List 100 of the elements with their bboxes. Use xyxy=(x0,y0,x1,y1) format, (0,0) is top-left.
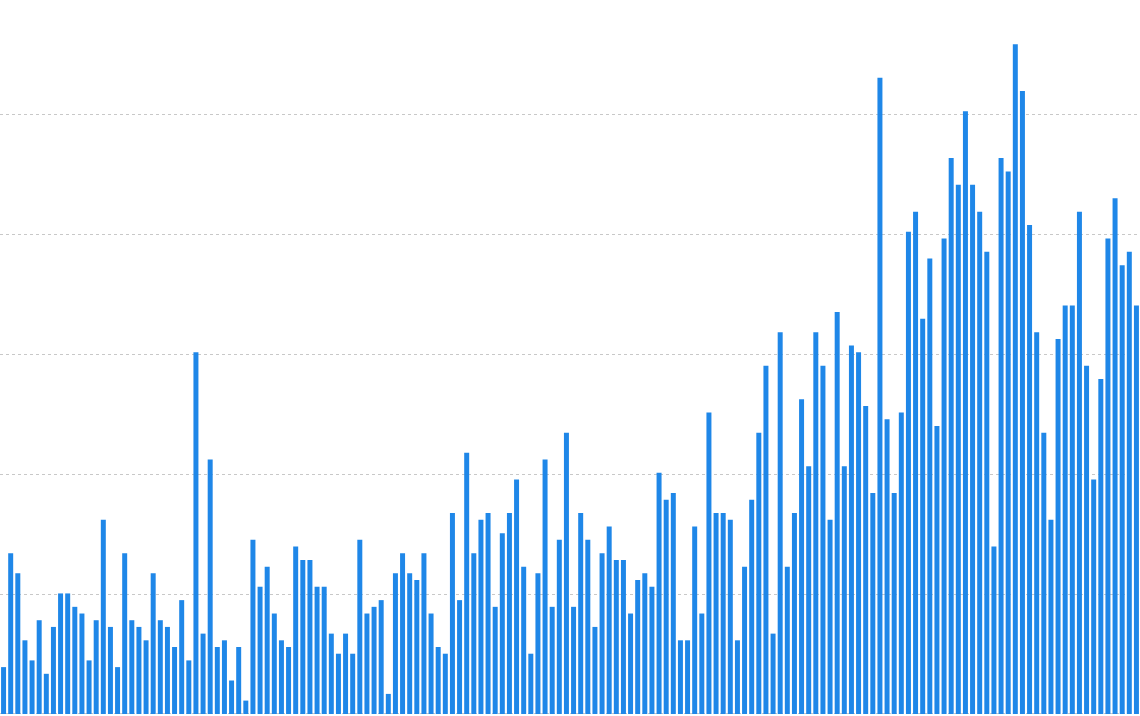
bar xyxy=(250,539,256,714)
bar xyxy=(1012,44,1018,714)
bar xyxy=(8,553,14,714)
bar xyxy=(734,640,740,714)
bar xyxy=(549,606,555,714)
bar xyxy=(492,606,498,714)
bar xyxy=(478,519,484,714)
bar xyxy=(200,633,206,714)
bar xyxy=(172,647,178,714)
bar xyxy=(464,452,470,714)
bar xyxy=(799,399,805,714)
bar xyxy=(813,332,819,714)
bar xyxy=(514,479,520,714)
bar xyxy=(143,640,149,714)
bar xyxy=(221,640,227,714)
bar xyxy=(86,660,92,714)
bar xyxy=(585,539,591,714)
bar xyxy=(115,667,121,714)
bar xyxy=(599,553,605,714)
bar xyxy=(955,184,961,714)
bar xyxy=(806,466,812,714)
bar xyxy=(620,559,626,714)
bar xyxy=(136,626,142,714)
bar xyxy=(998,158,1004,714)
bar xyxy=(179,600,185,714)
bar xyxy=(314,586,320,714)
bar xyxy=(100,519,106,714)
bar xyxy=(29,660,35,714)
bar xyxy=(848,345,854,714)
bar xyxy=(485,513,491,714)
bar xyxy=(164,626,170,714)
bar xyxy=(1112,198,1118,714)
bar xyxy=(392,573,398,714)
bar xyxy=(563,432,569,714)
bar xyxy=(706,412,712,714)
bar xyxy=(428,613,434,714)
bar xyxy=(414,580,420,714)
bar xyxy=(50,626,56,714)
bar xyxy=(1005,171,1011,714)
bar xyxy=(307,559,313,714)
bar xyxy=(506,513,512,714)
bar xyxy=(642,573,648,714)
bar xyxy=(884,419,890,714)
bar xyxy=(656,472,662,714)
bar xyxy=(300,559,306,714)
bar xyxy=(343,633,349,714)
bar xyxy=(699,613,705,714)
bar xyxy=(335,653,341,714)
bar xyxy=(1105,238,1111,714)
bar xyxy=(1133,305,1139,714)
bar xyxy=(286,647,292,714)
bar xyxy=(920,318,926,714)
bar xyxy=(649,586,655,714)
bar xyxy=(720,513,726,714)
bar xyxy=(528,653,534,714)
bar xyxy=(1062,305,1068,714)
bar xyxy=(677,640,683,714)
bar xyxy=(977,211,983,714)
bar xyxy=(1084,365,1090,714)
bar xyxy=(328,633,334,714)
bar xyxy=(1098,379,1104,714)
bar xyxy=(891,492,897,714)
bar xyxy=(834,312,840,714)
bar xyxy=(670,492,676,714)
bar xyxy=(22,640,28,714)
bar xyxy=(571,606,577,714)
bar xyxy=(236,647,242,714)
bar xyxy=(984,251,990,714)
bar xyxy=(521,566,527,714)
bar xyxy=(556,539,562,714)
bar xyxy=(400,553,406,714)
bar xyxy=(43,673,49,714)
bar xyxy=(157,620,163,714)
bar xyxy=(905,231,911,714)
bar xyxy=(542,459,548,714)
bar xyxy=(1126,251,1132,714)
bar xyxy=(941,238,947,714)
bar xyxy=(129,620,135,714)
bar xyxy=(606,526,612,714)
bar xyxy=(820,365,826,714)
bar xyxy=(364,613,370,714)
bar xyxy=(207,459,213,714)
bar xyxy=(378,600,384,714)
bar xyxy=(692,526,698,714)
bar xyxy=(841,466,847,714)
bar xyxy=(578,513,584,714)
bar xyxy=(1041,432,1047,714)
bar xyxy=(271,613,277,714)
bar xyxy=(357,539,363,714)
bar xyxy=(257,586,263,714)
bar xyxy=(863,405,869,714)
bar xyxy=(107,626,113,714)
bar xyxy=(613,559,619,714)
bar xyxy=(214,647,220,714)
bar xyxy=(592,626,598,714)
bar xyxy=(962,111,968,714)
bar xyxy=(15,573,21,714)
bar xyxy=(122,553,128,714)
bar xyxy=(1076,211,1082,714)
bar xyxy=(1019,91,1025,714)
